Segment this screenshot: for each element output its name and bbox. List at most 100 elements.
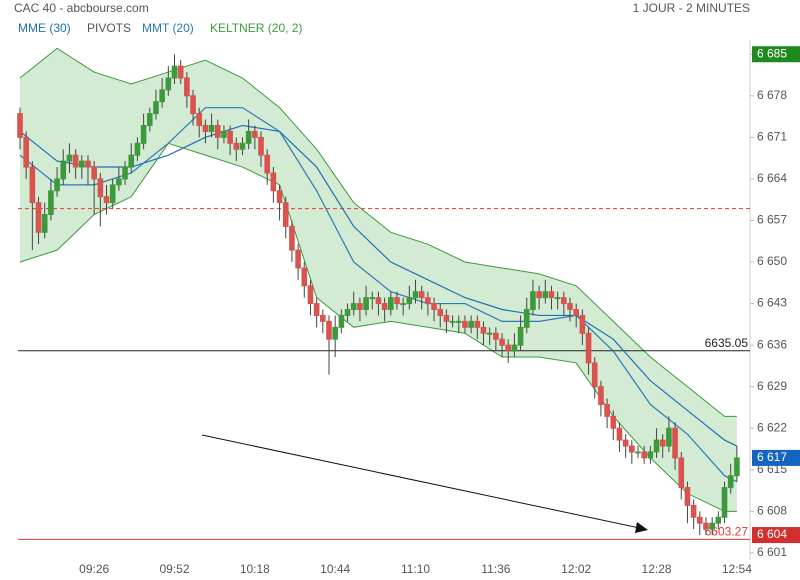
y-tick-label: 6 657 [757,213,787,227]
candle-body [79,160,85,168]
y-tick-label: 6 671 [757,130,787,144]
candle-body [734,457,740,477]
candle-body [350,303,357,310]
candle-body [548,291,555,299]
candle-body [190,95,196,115]
candle-body [171,65,178,79]
candle-body [17,113,23,138]
candle-body [517,326,524,346]
chart-subtitle: 1 JOUR - 2 MINUTES [633,1,750,15]
candle-body [289,225,295,251]
y-tick-label: 6 636 [757,337,787,351]
candle-body [690,504,697,518]
y-tick-label: 6 664 [757,171,787,185]
candle-body [443,314,450,322]
candle-body [418,291,425,299]
candle-body [282,202,289,227]
candle-body [579,314,586,334]
x-tick-label: 11:36 [481,562,510,576]
price-badge [752,527,800,544]
x-tick-label: 09:52 [159,562,189,576]
candle-body [60,160,67,180]
candle-body [530,291,536,310]
y-tick-label: 6 629 [757,379,787,393]
candle-body [116,178,122,186]
candle-body [146,113,153,126]
legend-mmt: MMT (20) [142,21,194,35]
keltner-upper [19,47,737,417]
candle-body [332,326,338,340]
candle-body [635,451,641,454]
keltner-fill [20,48,737,512]
candle-body [672,427,678,459]
candle-body [591,362,598,388]
candle-body [709,522,715,530]
candle-body [208,124,215,132]
candle-body [295,249,301,269]
candle-body [542,291,549,299]
candle-body [499,338,505,346]
candle-body [221,130,227,138]
candle-body [381,303,388,310]
candle-body [276,190,283,204]
candle-body [697,516,703,524]
trend-arrow [201,434,645,530]
candle-body [585,332,592,364]
x-tick-label: 10:18 [240,562,270,576]
candle-body [233,142,240,150]
candle-body [388,297,394,310]
y-tick-label: 6 678 [757,88,787,102]
y-tick-label: 6 650 [757,254,787,268]
candle-body [604,403,610,417]
candle-body [598,386,604,405]
candle-body [437,308,444,316]
candle-body [227,130,233,144]
candle-body [523,308,530,328]
candle-body [184,77,190,97]
arrow-head [635,522,648,533]
candle-body [54,178,60,192]
x-tick-label: 12:02 [561,562,591,576]
chart-title: CAC 40 - abcbourse.com [14,1,149,15]
candle-body [338,314,345,328]
candle-body [85,160,91,168]
price-badge-label: 6 617 [757,450,787,464]
candle-body [412,291,419,299]
candle-body [622,439,629,447]
candle-body [140,124,147,144]
candle-body [455,320,462,323]
candle-body [270,172,277,192]
candle-body [369,297,376,300]
candle-body [357,303,363,310]
y-tick-label: 6 622 [757,420,787,434]
candle-body [573,308,580,316]
candle-body [610,415,617,429]
x-tick-label: 12:28 [642,562,672,576]
candle-body [109,184,116,204]
candle-body [486,332,493,335]
candle-body [313,303,320,316]
candle-body [653,439,660,453]
candle-body [629,445,635,453]
candle-body [561,297,567,305]
candle-body [375,297,382,305]
candle-body [721,487,728,518]
price-badge-label: 6 604 [757,527,787,541]
candle-body [103,196,110,204]
candle-body [425,297,431,305]
candle-body [400,303,406,306]
price-badge-label: 6 685 [757,46,787,60]
candle-body [214,124,221,138]
candle-body [394,297,400,305]
candle-body [29,166,36,204]
x-tick-label: 12:54 [722,562,752,576]
candle-body [641,451,647,459]
candle-body [128,154,135,168]
candle-body [153,101,159,115]
candle-body [468,320,474,328]
candle-body [462,320,468,328]
candle-body [684,487,691,506]
candle-body [202,124,209,132]
